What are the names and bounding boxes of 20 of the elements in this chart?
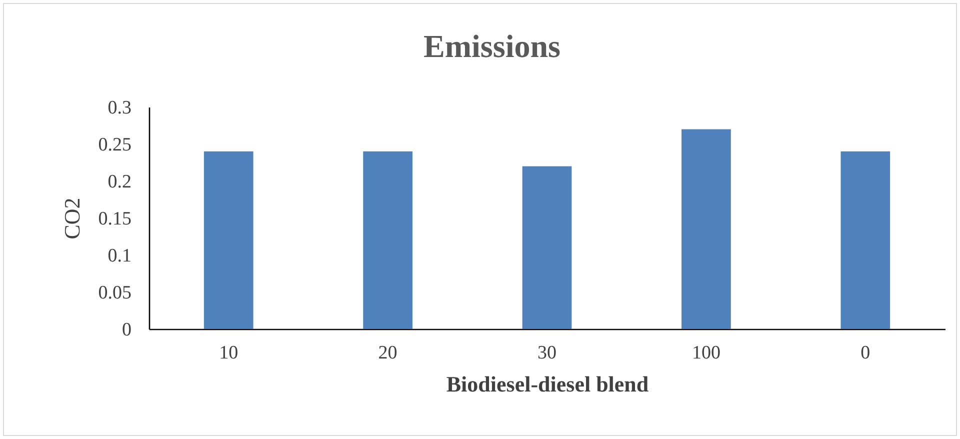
x-tick-label: 30 bbox=[538, 342, 556, 364]
x-tick-label: 100 bbox=[692, 342, 720, 364]
y-tick-label: 0.25 bbox=[98, 134, 132, 156]
bar bbox=[522, 166, 572, 329]
y-tick-label: 0.3 bbox=[108, 98, 132, 118]
y-tick-label: 0 bbox=[122, 320, 132, 340]
y-tick-label: 0.1 bbox=[108, 246, 132, 266]
bar bbox=[840, 151, 890, 329]
y-axis-title: CO2 bbox=[59, 198, 84, 240]
x-axis-title: Biodiesel-diesel blend bbox=[446, 372, 649, 396]
x-tick-label: 10 bbox=[219, 342, 238, 364]
bar bbox=[204, 151, 254, 329]
bar bbox=[363, 151, 412, 329]
x-tick-label: 0 bbox=[860, 342, 870, 364]
x-tick-label: 20 bbox=[378, 342, 398, 364]
bar bbox=[682, 129, 731, 329]
y-tick-label: 0.05 bbox=[98, 282, 132, 304]
chart-title: Emissions bbox=[424, 28, 560, 64]
y-tick-label: 0.2 bbox=[108, 172, 132, 192]
y-tick-label: 0.15 bbox=[98, 208, 132, 230]
